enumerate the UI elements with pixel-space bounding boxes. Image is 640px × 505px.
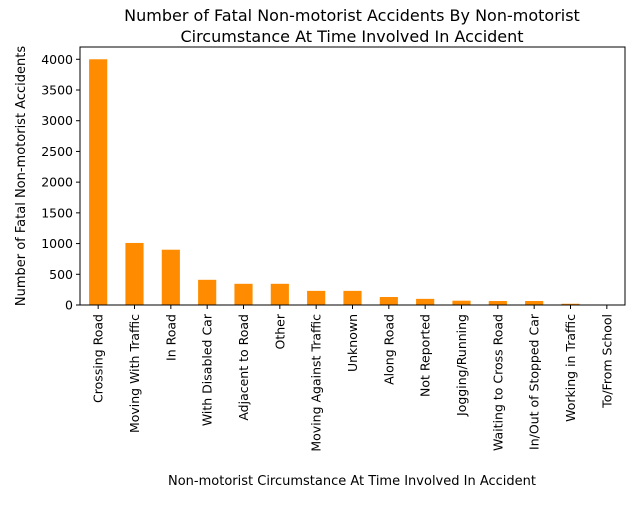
x-tick-label: Waiting to Cross Road bbox=[490, 314, 505, 451]
bar bbox=[125, 242, 144, 305]
chart-title-line-1: Number of Fatal Non-motorist Accidents B… bbox=[124, 6, 580, 25]
chart-title: Number of Fatal Non-motorist Accidents B… bbox=[124, 6, 580, 46]
x-tick-label: Not Reported bbox=[418, 314, 433, 397]
y-tick-label: 2500 bbox=[41, 144, 73, 159]
bar bbox=[452, 300, 471, 305]
x-tick-label: Working in Traffic bbox=[563, 314, 578, 422]
bar bbox=[198, 279, 217, 305]
x-tick-label: Moving With Traffic bbox=[127, 314, 142, 433]
y-tick-label: 3500 bbox=[41, 83, 73, 98]
x-tick-label: Along Road bbox=[381, 314, 396, 385]
bar bbox=[307, 290, 326, 305]
bar bbox=[343, 290, 362, 305]
y-tick-label: 2000 bbox=[41, 175, 73, 190]
bar bbox=[525, 301, 544, 305]
x-tick-label: Jogging/Running bbox=[454, 314, 469, 417]
y-tick-label: 3000 bbox=[41, 113, 73, 128]
bar bbox=[161, 249, 180, 305]
y-tick-label: 0 bbox=[65, 298, 73, 313]
y-tick-label: 4000 bbox=[41, 52, 73, 67]
y-axis-label: Number of Fatal Non-motorist Accidents bbox=[14, 46, 29, 306]
y-tick-label: 1000 bbox=[41, 236, 73, 251]
bar bbox=[234, 283, 253, 305]
x-tick-label: Unknown bbox=[345, 314, 360, 372]
x-tick-label: With Disabled Car bbox=[200, 313, 215, 426]
y-tick-label: 1500 bbox=[41, 205, 73, 220]
bar bbox=[416, 298, 435, 305]
x-tick-label: To/From School bbox=[599, 314, 614, 409]
plot-frame bbox=[79, 46, 626, 306]
bar bbox=[488, 301, 507, 305]
y-tick-label: 500 bbox=[49, 267, 73, 282]
bars-group bbox=[89, 59, 616, 306]
x-tick-label: Moving Against Traffic bbox=[309, 314, 324, 452]
bar bbox=[561, 303, 580, 305]
x-tick-label: In/Out of Stopped Car bbox=[527, 313, 542, 450]
bar bbox=[270, 283, 289, 305]
x-axis-ticks: Crossing Road Moving With Traffic In Road W… bbox=[91, 305, 614, 452]
bar bbox=[379, 297, 398, 305]
y-axis-ticks: 0 500 1000 1500 2000 2500 3000 3500 4000 bbox=[41, 52, 80, 313]
x-tick-label: Adjacent to Road bbox=[236, 314, 251, 421]
bar bbox=[89, 59, 108, 306]
x-axis-label: Non-motorist Circumstance At Time Involv… bbox=[168, 474, 536, 489]
chart-title-line-2: Circumstance At Time Involved In Acciden… bbox=[180, 27, 523, 46]
x-tick-label: Crossing Road bbox=[91, 314, 106, 403]
x-tick-label: Other bbox=[272, 313, 287, 349]
x-tick-label: In Road bbox=[163, 314, 178, 361]
